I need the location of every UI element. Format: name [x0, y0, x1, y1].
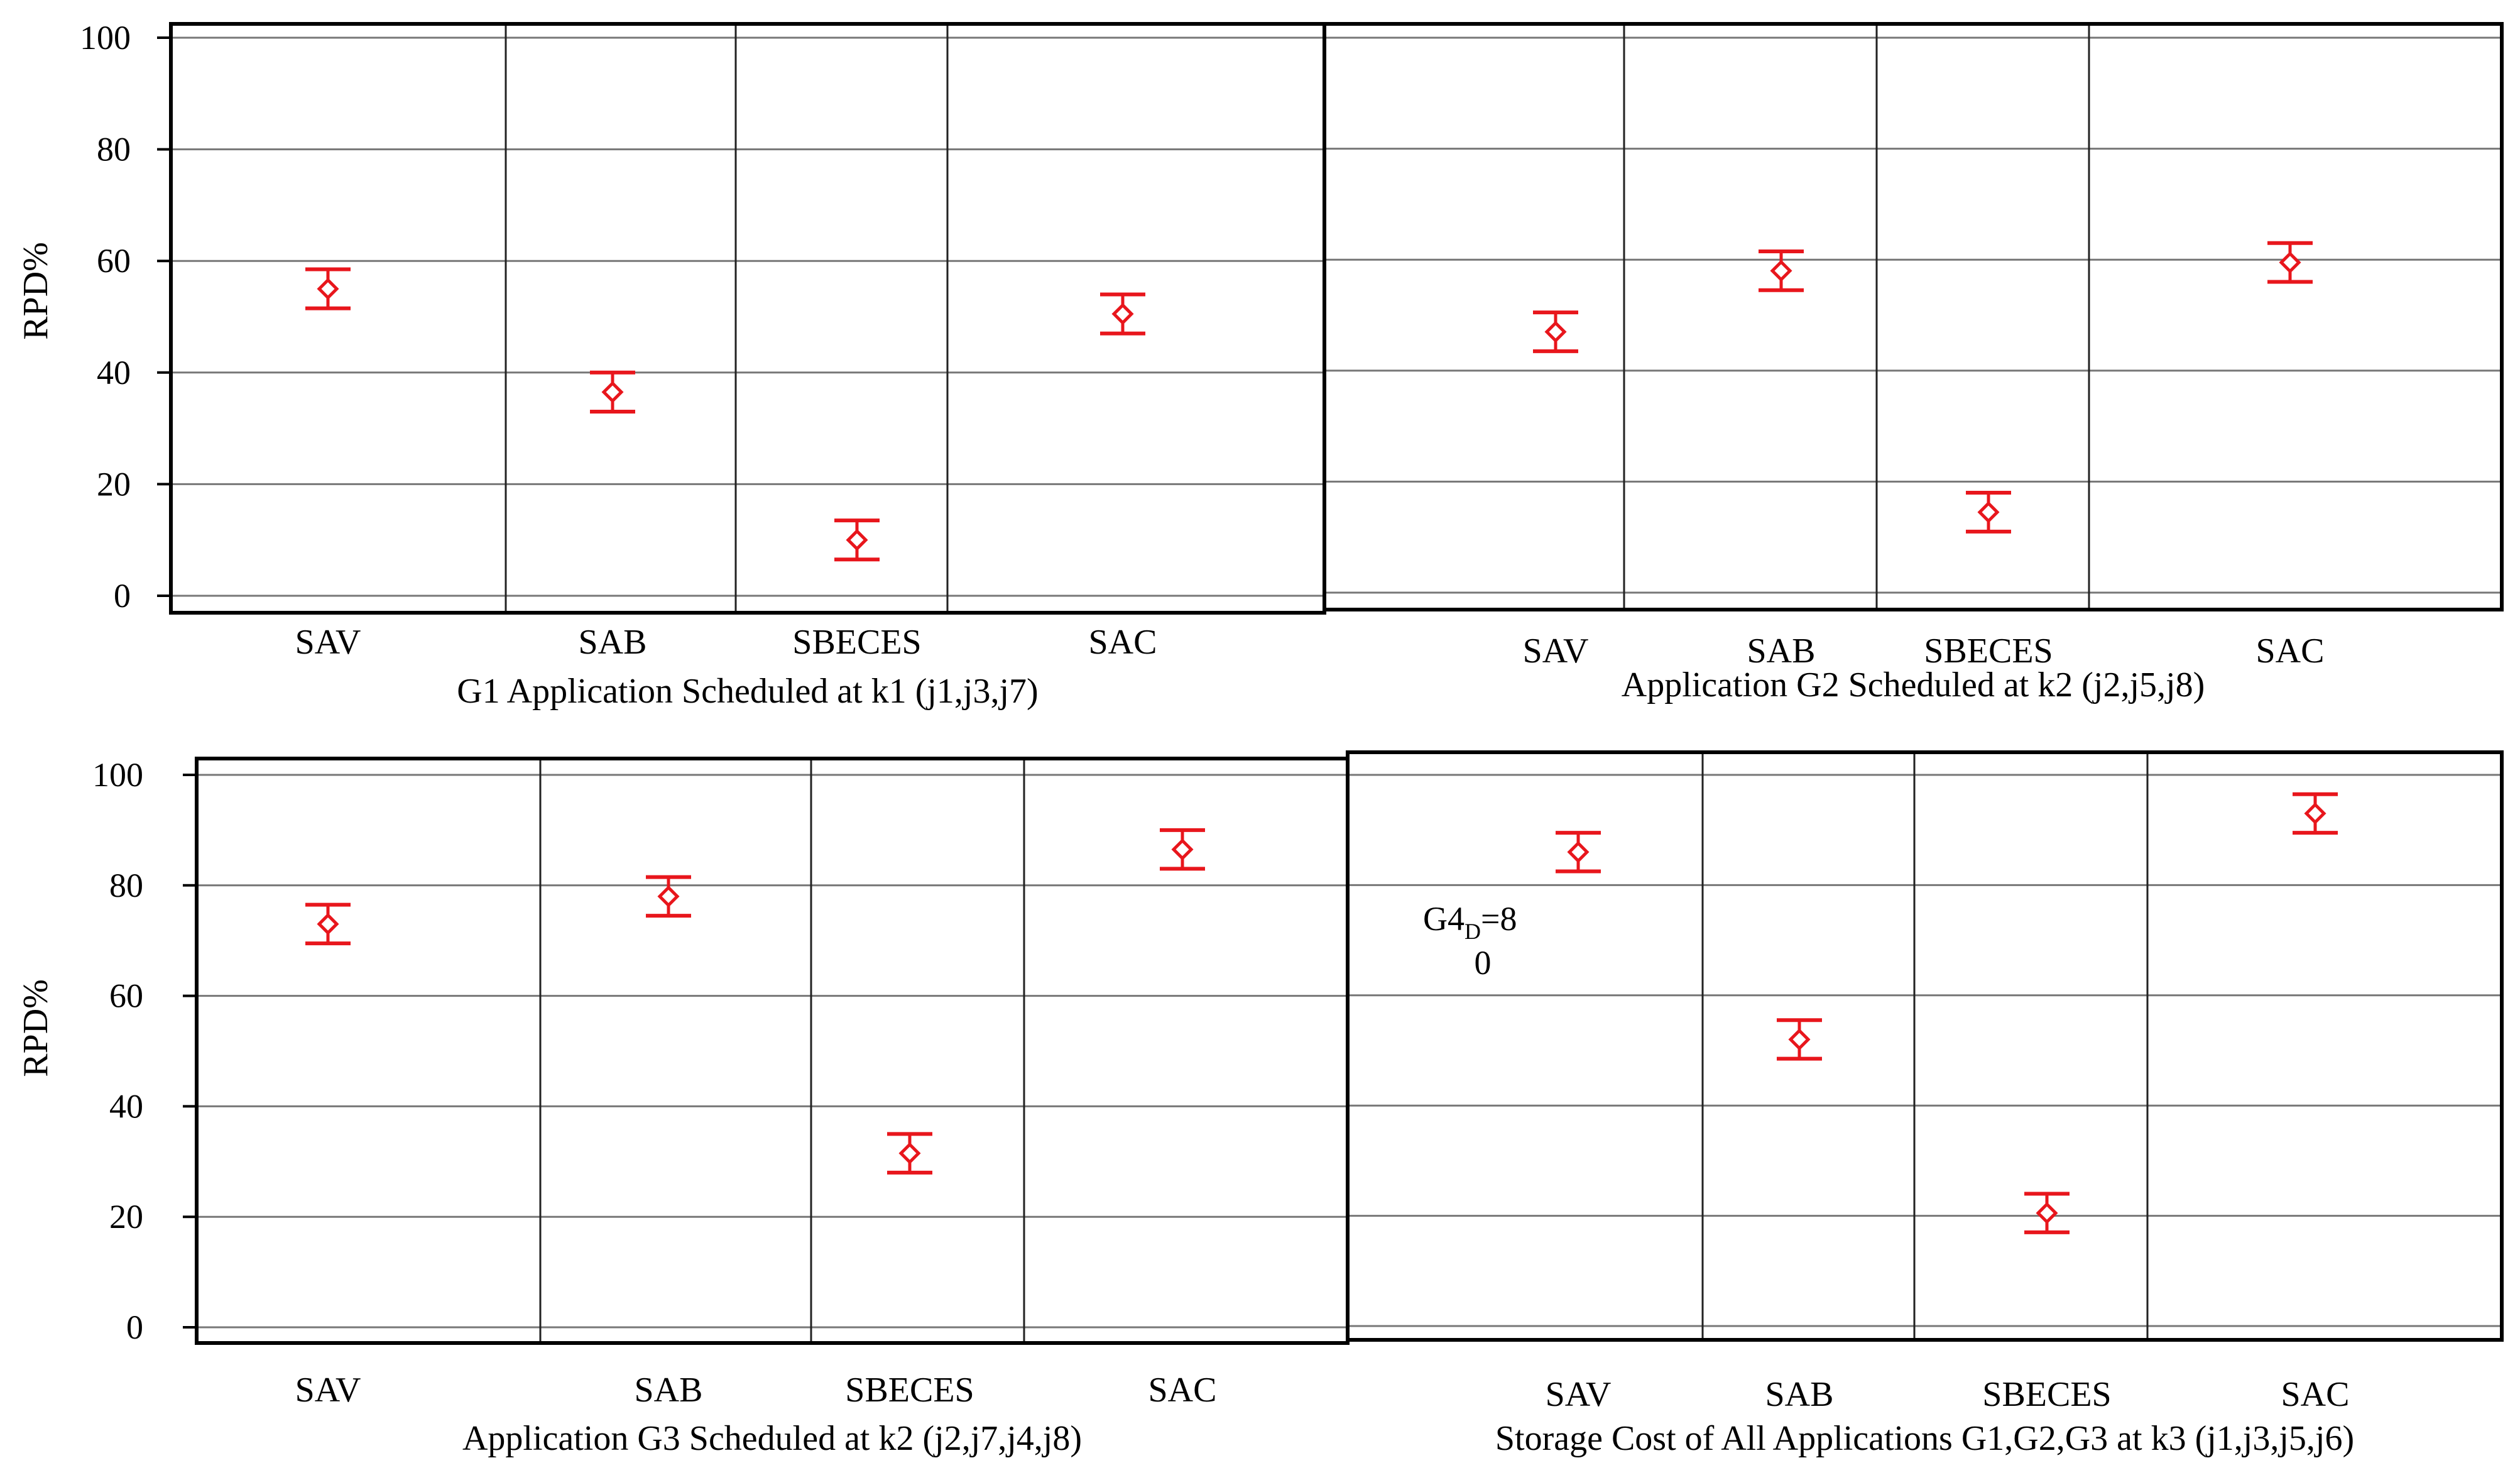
ytick-label-0: 0 [114, 577, 131, 615]
ytick-label-60: 60 [109, 977, 143, 1015]
ytick-label-20: 20 [109, 1198, 143, 1236]
annotation-label: G4D=8 [1423, 900, 1517, 944]
category-label-sab: SAB [1765, 1375, 1834, 1414]
chart-panel-2: SAV SAB SBECES SAC Application G2 Scheduled … [1323, 22, 2504, 704]
point-sav [317, 913, 339, 935]
point-sbeces [2036, 1202, 2058, 1224]
point-sac [2304, 802, 2326, 825]
category-label-sbeces: SBECES [792, 623, 921, 662]
point-sav [1567, 841, 1590, 863]
point-sbeces [1977, 501, 2000, 523]
ytick-label-80: 80 [109, 867, 143, 904]
point-sab [1770, 260, 1792, 282]
ytick-label-40: 40 [109, 1087, 143, 1125]
annotation-line-2: 0 [1475, 944, 1492, 982]
point-sac [1111, 303, 1134, 326]
x-axis-label: G1 Application Scheduled at k1 (j1,j3,j7… [457, 672, 1038, 711]
point-sav [1544, 321, 1567, 343]
category-label-sac: SAC [1089, 623, 1157, 662]
category-label-sab: SAB [1747, 632, 1816, 671]
category-label-sac: SAC [2256, 632, 2325, 671]
plot-frame [1346, 750, 2504, 1342]
ytick-label-60: 60 [97, 242, 131, 280]
category-label-sbeces: SBECES [845, 1371, 974, 1410]
ytick-label-40: 40 [97, 354, 131, 392]
ytick-label-0: 0 [126, 1308, 143, 1346]
x-axis-label: Application G2 Scheduled at k2 (j2,j5,j8… [1622, 666, 2205, 704]
category-label-sav: SAV [1523, 632, 1589, 671]
point-sac [2279, 251, 2301, 274]
ytick-label-80: 80 [97, 131, 131, 168]
category-label-sbeces: SBECES [1982, 1375, 2111, 1414]
chart-panel-1: 0 20 40 60 80 100 RPD% SAV SAB SBECES SAC G1 Applic… [16, 19, 1326, 711]
point-sac [1171, 838, 1194, 861]
ytick-label-100: 100 [80, 19, 131, 57]
category-label-sac: SAC [2281, 1375, 2350, 1414]
category-label-sbeces: SBECES [1924, 632, 2053, 671]
point-sav [317, 278, 339, 300]
category-label-sav: SAV [295, 1371, 361, 1410]
point-sab [657, 885, 680, 907]
category-label-sav: SAV [1546, 1375, 1612, 1414]
category-label-sav: SAV [295, 623, 361, 662]
category-label-sac: SAC [1148, 1371, 1217, 1410]
x-axis-label: Application G3 Scheduled at k2 (j2,j7,j4… [462, 1419, 1082, 1458]
point-sab [601, 381, 624, 403]
x-axis-label: Storage Cost of All Applications G1,G2,G… [1495, 1419, 2354, 1458]
plot-frame [1323, 22, 2504, 611]
y-axis-label: RPD% [16, 242, 55, 340]
point-sbeces [898, 1142, 921, 1165]
category-label-sab: SAB [635, 1371, 703, 1410]
y-axis-label: RPD% [16, 979, 55, 1077]
category-label-sab: SAB [579, 623, 647, 662]
point-sbeces [846, 529, 868, 551]
chart-panel-4: SAV SAB SBECES SAC Storage Cost of All Appli… [1346, 750, 2504, 1458]
point-sab [1788, 1028, 1811, 1051]
ytick-label-100: 100 [92, 756, 143, 794]
ytick-label-20: 20 [97, 465, 131, 503]
